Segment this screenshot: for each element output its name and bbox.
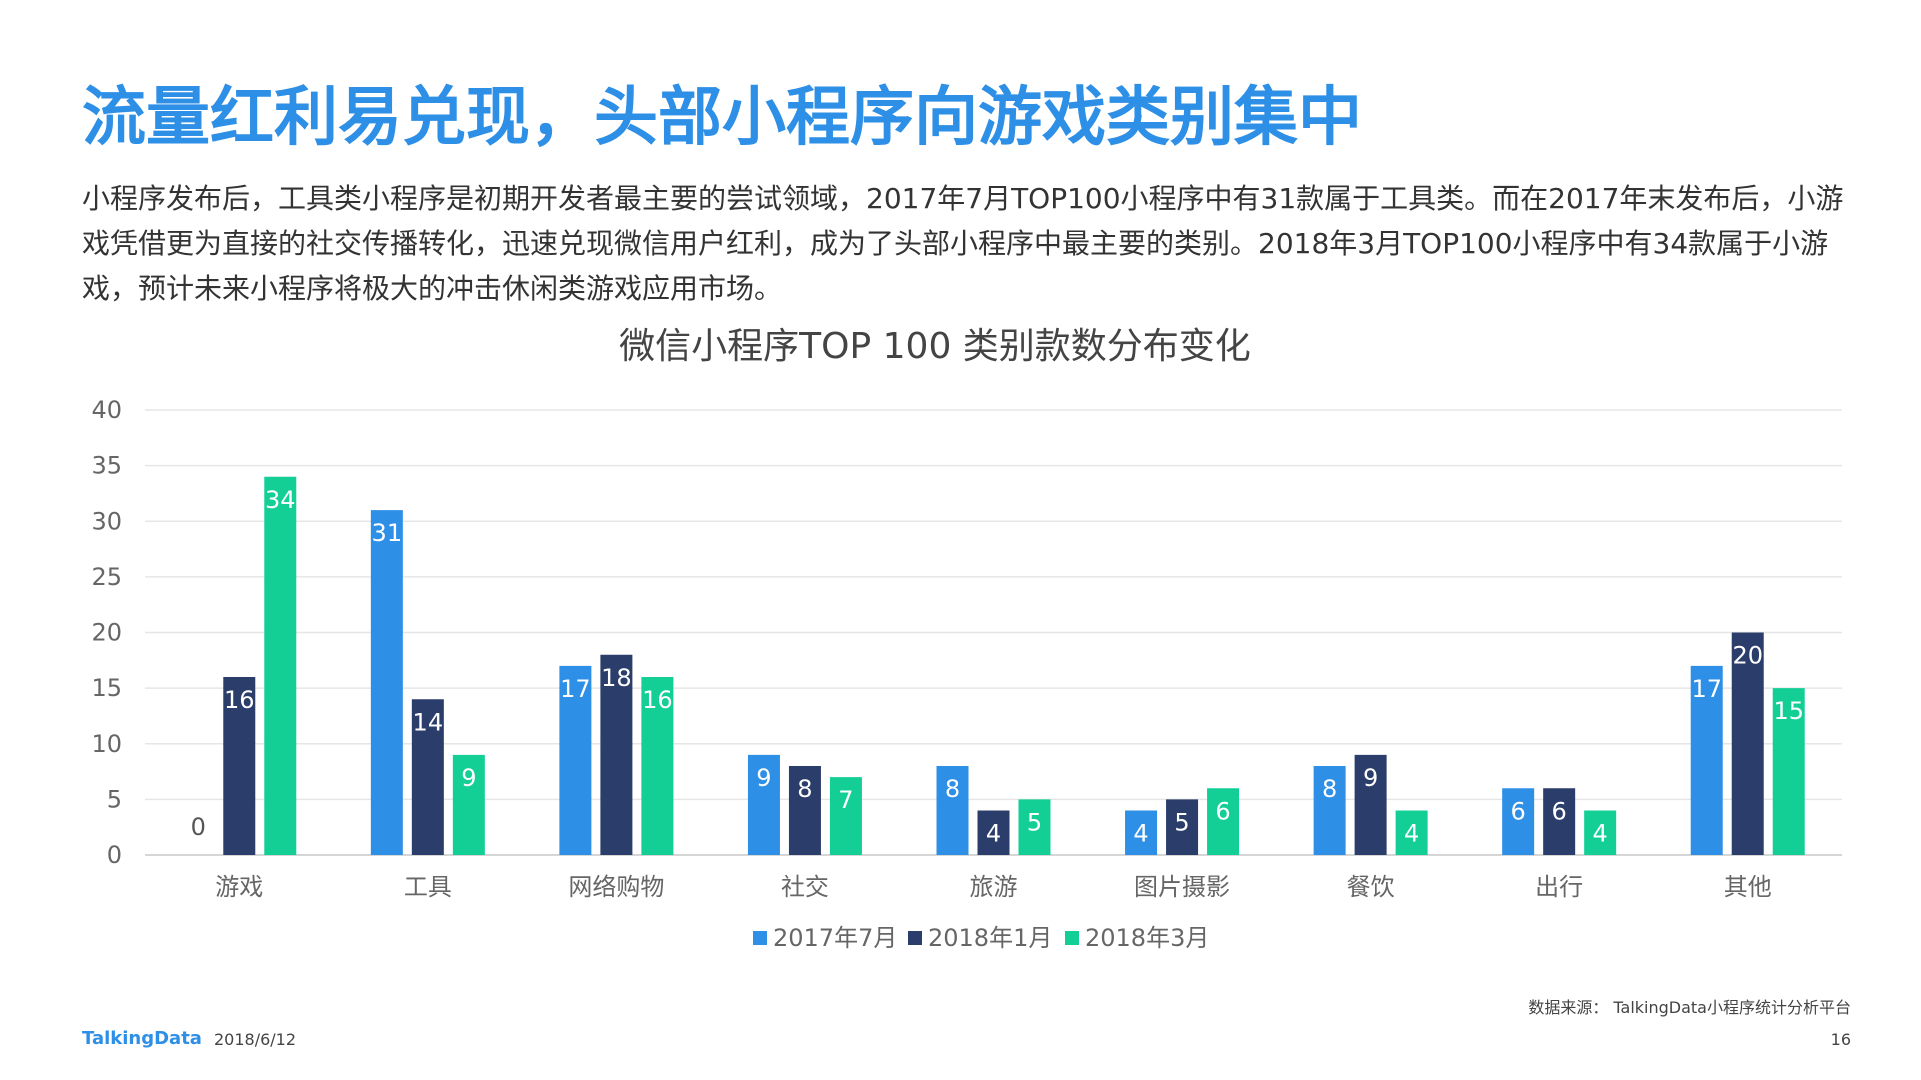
x-tick-label: 图片摄影: [1134, 873, 1230, 901]
bar: [264, 476, 297, 855]
x-tick-label: 游戏: [215, 873, 263, 901]
data-label: 8: [797, 775, 812, 803]
x-tick-label: 工具: [404, 873, 452, 901]
y-tick-label: 20: [91, 619, 122, 647]
x-tick-label: 其他: [1724, 873, 1772, 901]
data-label: 5: [1174, 808, 1189, 836]
data-label: 16: [642, 686, 673, 714]
bar: [1502, 788, 1535, 855]
bar: [1395, 810, 1428, 855]
bar: [788, 766, 821, 855]
bar: [1584, 810, 1617, 855]
data-label: 9: [756, 764, 771, 792]
bar: [1018, 799, 1051, 855]
data-label: 34: [265, 486, 296, 514]
data-label: 7: [838, 786, 853, 814]
chart-title: 微信小程序TOP 100 类别款数分布变化: [619, 326, 1251, 367]
x-tick-label: 社交: [781, 873, 829, 901]
bar: [1731, 632, 1764, 855]
talkingdata-logo: TalkingData: [82, 1028, 202, 1049]
page-title: 流量红利易兑现，头部小程序向游戏类别集中: [82, 81, 1362, 155]
bar: [1125, 810, 1158, 855]
bar: [223, 677, 256, 855]
bar: [411, 699, 444, 855]
bar: [1207, 788, 1240, 855]
x-axis: 游戏 工具 网络购物 社交 旅游 图片摄影 餐饮 出行 其他: [215, 873, 1771, 901]
bar: [747, 754, 780, 855]
legend-label: 2017年7月: [773, 924, 897, 952]
y-tick-label: 15: [91, 674, 122, 702]
x-tick-label: 网络购物: [568, 873, 664, 901]
x-tick-label: 旅游: [970, 873, 1018, 901]
y-tick-label: 35: [91, 452, 122, 480]
data-label: 15: [1773, 697, 1804, 725]
bar: [1166, 799, 1199, 855]
source-note: 数据来源： TalkingData小程序统计分析平台: [1528, 998, 1851, 1017]
page-number: 16: [1830, 1030, 1851, 1049]
y-tick-label: 0: [107, 841, 122, 869]
data-label: 18: [601, 664, 632, 692]
bar: [600, 654, 633, 855]
y-tick-label: 30: [91, 507, 122, 535]
bar-series: [223, 476, 1805, 855]
data-label: 17: [560, 675, 591, 703]
bar: [977, 810, 1010, 855]
data-label: 9: [1363, 764, 1378, 792]
data-label: 0: [191, 813, 206, 841]
data-label: 20: [1732, 642, 1763, 670]
data-label: 4: [986, 820, 1001, 848]
bar: [1690, 665, 1723, 855]
data-label: 14: [413, 708, 444, 736]
x-tick-label: 出行: [1535, 873, 1583, 901]
chart-legend: 2017年7月 2018年1月 2018年3月: [753, 924, 1209, 952]
data-label: 16: [224, 686, 255, 714]
data-label: 4: [1133, 820, 1148, 848]
y-tick-label: 5: [107, 785, 122, 813]
data-label: 4: [1593, 820, 1608, 848]
y-tick-label: 25: [91, 563, 122, 591]
report-date: 2018/6/12: [214, 1030, 297, 1049]
bar: [1772, 688, 1805, 855]
bar: [559, 665, 592, 855]
legend-swatch: [753, 931, 767, 945]
data-label: 8: [1322, 775, 1337, 803]
bar: [452, 754, 485, 855]
data-label: 17: [1691, 675, 1722, 703]
data-label: 6: [1215, 797, 1230, 825]
legend-swatch: [1065, 931, 1079, 945]
bar: [370, 510, 403, 855]
legend-label: 2018年1月: [928, 924, 1052, 952]
bar: [1313, 766, 1346, 855]
data-label: 5: [1027, 808, 1042, 836]
y-tick-label: 40: [91, 396, 122, 424]
legend-label: 2018年3月: [1085, 924, 1209, 952]
bar: [829, 777, 862, 855]
bar: [1543, 788, 1576, 855]
data-label: 9: [461, 764, 476, 792]
x-tick-label: 餐饮: [1347, 873, 1395, 901]
data-label: 31: [372, 519, 403, 547]
data-label: 6: [1552, 797, 1567, 825]
bar: [936, 766, 969, 855]
legend-swatch: [908, 931, 922, 945]
bar: [1354, 754, 1387, 855]
data-label: 8: [945, 775, 960, 803]
data-label: 4: [1404, 820, 1419, 848]
bar: [641, 677, 674, 855]
y-tick-label: 10: [91, 730, 122, 758]
data-label: 6: [1511, 797, 1526, 825]
y-axis: 0 5 10 15 20 25 30 35 40: [91, 396, 122, 869]
intro-paragraph: 小程序发布后，工具类小程序是初期开发者最主要的尝试领域，2017年7月TOP10…: [82, 182, 1844, 305]
